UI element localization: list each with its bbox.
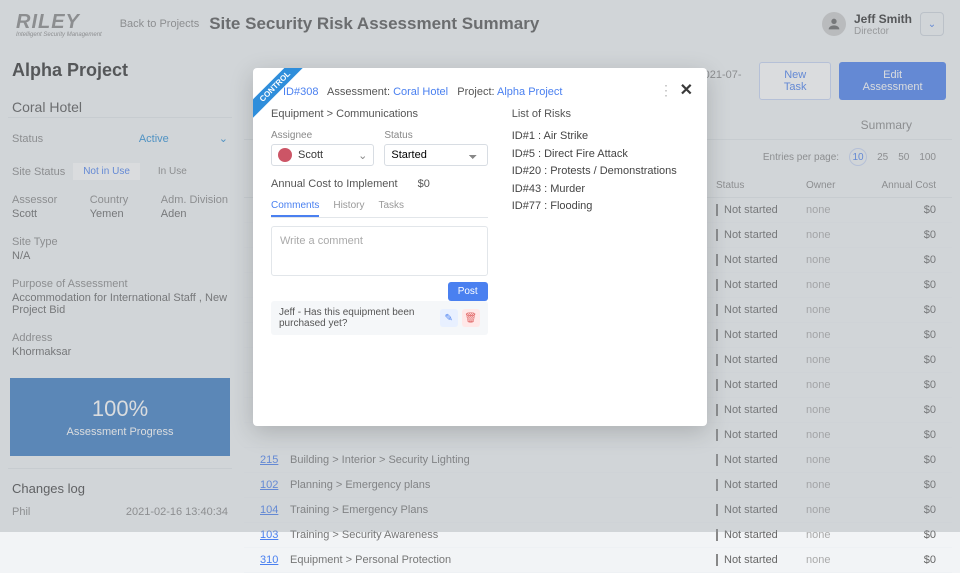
close-icon[interactable]: ✕ [680, 80, 693, 100]
comment-item: Jeff - Has this equipment been purchased… [271, 301, 488, 335]
risk-item: ID#43 : Murder [512, 181, 689, 199]
modal-tabs: Comments History Tasks [271, 200, 488, 218]
tab-history[interactable]: History [333, 200, 364, 217]
assignee-avatar-icon [278, 148, 292, 162]
status-label: Status [384, 130, 487, 141]
comment-input[interactable]: Write a comment [271, 226, 488, 276]
assignee-select[interactable]: Scott ⌄ [271, 144, 374, 166]
risk-item: ID#77 : Flooding [512, 198, 689, 216]
status-select[interactable]: Started [384, 144, 487, 166]
risk-list: ID#1 : Air StrikeID#5 : Direct Fire Atta… [512, 128, 689, 216]
cost-value: $0 [418, 178, 430, 190]
row-cost: $0 [866, 554, 936, 566]
post-button[interactable]: Post [448, 282, 488, 301]
row-desc: Equipment > Personal Protection [290, 554, 716, 566]
risk-item: ID#20 : Protests / Demonstrations [512, 163, 689, 181]
cost-label: Annual Cost to Implement [271, 178, 398, 190]
more-options-icon[interactable]: ⋮ [659, 82, 673, 99]
modal-overlay: CONTROL ⋮ ✕ ID#308 Assessment: Coral Hot… [0, 0, 960, 532]
chevron-down-icon: ⌄ [358, 149, 367, 162]
row-owner: none [806, 554, 866, 566]
row-status: Not started [716, 554, 806, 566]
assignee-label: Assignee [271, 130, 374, 141]
delete-comment-icon[interactable]: 🗑 [462, 309, 480, 327]
control-modal: CONTROL ⋮ ✕ ID#308 Assessment: Coral Hot… [253, 68, 707, 426]
risk-item: ID#5 : Direct Fire Attack [512, 146, 689, 164]
comment-text: Jeff - Has this equipment been purchased… [279, 307, 440, 329]
tab-comments[interactable]: Comments [271, 200, 319, 217]
tab-tasks[interactable]: Tasks [378, 200, 404, 217]
row-id-link[interactable]: 310 [260, 554, 290, 566]
table-row[interactable]: 310Equipment > Personal ProtectionNot st… [244, 548, 952, 573]
risks-title: List of Risks [512, 108, 689, 120]
control-ribbon: CONTROL [253, 68, 307, 122]
assessment-link[interactable]: Coral Hotel [393, 86, 448, 98]
modal-header-row: ID#308 Assessment: Coral Hotel Project: … [283, 86, 689, 108]
risk-item: ID#1 : Air Strike [512, 128, 689, 146]
edit-comment-icon[interactable]: ✎ [440, 309, 458, 327]
project-link[interactable]: Alpha Project [497, 86, 562, 98]
